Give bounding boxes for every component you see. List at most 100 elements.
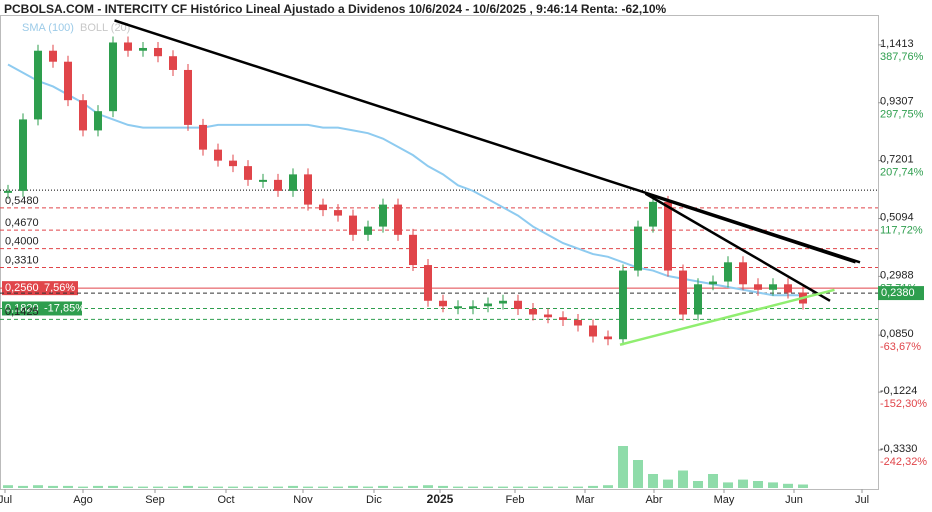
volume-bar xyxy=(558,486,568,488)
y-tick-label: 0,5094 xyxy=(880,211,914,223)
candle xyxy=(589,325,597,337)
candle xyxy=(604,336,612,340)
volume-bar xyxy=(228,486,238,488)
volume-bar xyxy=(78,486,88,488)
candle xyxy=(94,111,102,131)
candle xyxy=(109,42,117,112)
volume-bar xyxy=(273,486,283,488)
candle xyxy=(184,69,192,125)
volume-bar xyxy=(303,486,313,488)
x-tick-label: Ago xyxy=(73,494,93,506)
price-tag: 0,2380 xyxy=(881,287,915,299)
candle xyxy=(259,179,267,182)
x-tick-label: May xyxy=(714,494,735,506)
candle xyxy=(649,201,657,227)
volume-bar xyxy=(198,486,208,488)
candle xyxy=(754,284,762,290)
volume-bar xyxy=(378,485,388,488)
candle xyxy=(484,303,492,307)
candle xyxy=(439,300,447,307)
level-label: 0,5480 xyxy=(5,195,39,207)
volume-bar xyxy=(243,486,253,488)
x-tick-label: Abr xyxy=(645,494,662,506)
candle xyxy=(454,306,462,309)
candle xyxy=(784,284,792,293)
y-tick-return: -242,32% xyxy=(880,456,927,468)
candle xyxy=(664,201,672,271)
chart-title: PCBOLSA.COM - INTERCITY CF Histórico Lin… xyxy=(4,2,667,16)
volume-bar xyxy=(48,485,58,488)
x-tick-label: Nov xyxy=(293,494,313,506)
y-tick-return: 207,74% xyxy=(880,167,924,179)
candle xyxy=(769,284,777,290)
candle xyxy=(709,281,717,285)
sma-line xyxy=(7,63,803,297)
volume-bar xyxy=(753,481,763,488)
y-tick-return: -63,67% xyxy=(880,341,921,353)
x-tick-label: 2025 xyxy=(427,492,454,506)
candle xyxy=(469,306,477,309)
candle xyxy=(244,166,252,180)
price-tag-box xyxy=(878,286,924,301)
volume-bar xyxy=(588,485,598,488)
candle xyxy=(154,47,162,57)
x-tick-label: Jun xyxy=(785,494,803,506)
candle xyxy=(199,124,207,150)
volume-bar xyxy=(138,486,148,488)
volume-bar xyxy=(438,485,448,488)
volume-bar xyxy=(258,486,268,488)
volume-bar xyxy=(798,484,808,488)
level-label: 0,4000 xyxy=(5,235,39,247)
candle xyxy=(634,226,642,271)
volume-bar xyxy=(768,482,778,488)
candle xyxy=(319,204,327,211)
level-tag: 7,56% xyxy=(44,282,75,294)
candle xyxy=(409,234,417,266)
volume-bar xyxy=(213,486,223,488)
volume-bar xyxy=(573,486,583,488)
y-tick-return: 117,72% xyxy=(880,224,923,236)
volume-bar xyxy=(708,474,718,488)
volume-bar xyxy=(543,486,553,488)
volume-bar xyxy=(723,482,733,488)
candle xyxy=(529,309,537,315)
volume-bar xyxy=(168,486,178,488)
candle xyxy=(619,270,627,340)
x-tick-label: Mar xyxy=(576,494,595,506)
candle xyxy=(289,174,297,191)
level-tag: -17,85% xyxy=(44,302,85,314)
trendline xyxy=(619,288,835,346)
volume-bar xyxy=(633,460,643,488)
volume-bar xyxy=(318,486,328,488)
y-tick-return: 297,75% xyxy=(880,109,924,121)
x-tick-label: Sep xyxy=(145,494,165,506)
volume-bar xyxy=(393,486,403,488)
volume-bar xyxy=(423,485,433,488)
candle xyxy=(274,179,282,191)
volume-bar xyxy=(123,486,133,488)
volume-bar xyxy=(153,486,163,488)
candle xyxy=(139,47,147,51)
volume-bar xyxy=(63,485,73,488)
candle xyxy=(499,300,507,304)
y-tick-return: 387,76% xyxy=(880,51,924,63)
y-tick-label: 0,9307 xyxy=(880,96,914,108)
volume-bar xyxy=(618,446,628,488)
level-tag-box xyxy=(2,281,78,296)
y-tick-label: 0,7201 xyxy=(880,154,914,166)
candle xyxy=(544,314,552,318)
indicator-label: SMA (100) xyxy=(22,22,74,34)
volume-bar xyxy=(483,486,493,488)
candle xyxy=(169,56,177,70)
candle xyxy=(679,270,687,315)
candle xyxy=(19,119,27,191)
y-tick-label: 0,0850 xyxy=(880,328,914,340)
volume-bar xyxy=(513,486,523,488)
volume-bar xyxy=(498,486,508,488)
y-tick-return: -152,30% xyxy=(880,398,927,410)
level-label: 0,2560 xyxy=(5,282,39,294)
candle xyxy=(124,42,132,51)
volume-bar xyxy=(408,485,418,488)
x-tick-label: Dic xyxy=(366,494,382,506)
